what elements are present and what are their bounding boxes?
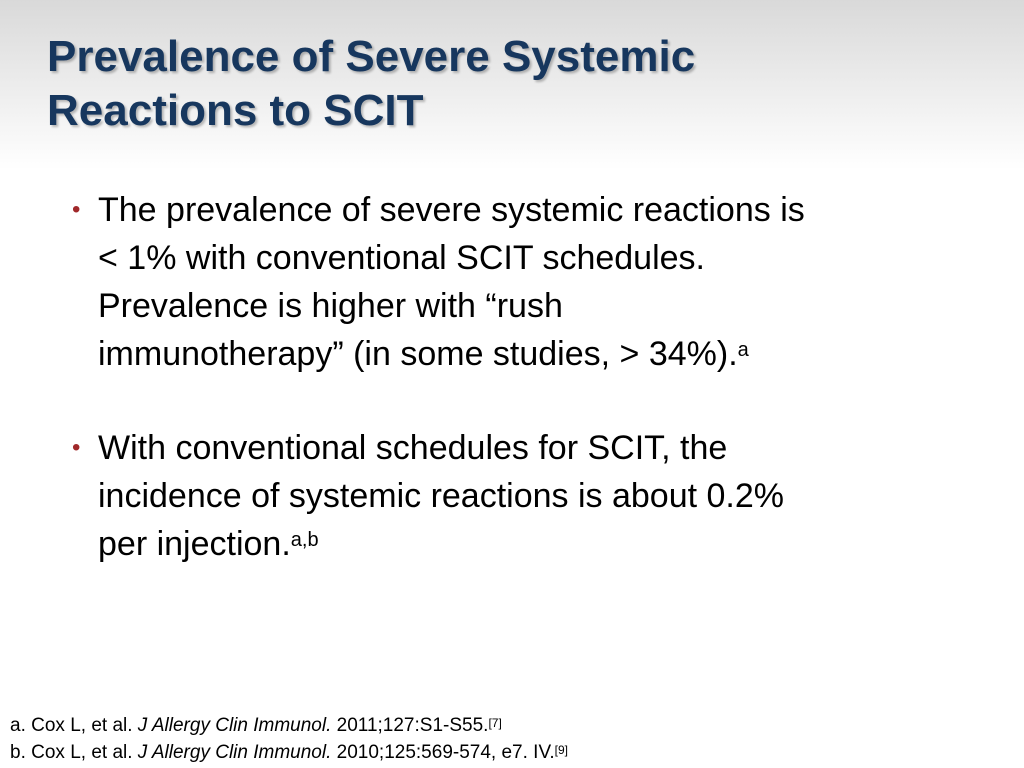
references: a. Cox L, et al. J Allergy Clin Immunol.… xyxy=(10,712,568,766)
bullet-line: The prevalence of severe systemic reacti… xyxy=(98,191,805,229)
bullet-line: With conventional schedules for SCIT, th… xyxy=(98,429,728,467)
ref-sup: [7] xyxy=(488,716,502,730)
ref-sup: [9] xyxy=(554,743,568,757)
bullet-text: With conventional schedules for SCIT, th… xyxy=(98,424,784,568)
bullet-line: per injection.a,b xyxy=(98,520,784,568)
ref-prefix: b. Cox L, et al. xyxy=(10,742,133,763)
title-line: Reactions to SCIT xyxy=(47,86,424,135)
slide-title: Prevalence of Severe Systemic Reactions … xyxy=(47,30,695,138)
bullet-dot: • xyxy=(72,196,81,223)
bullet-line: < 1% with conventional SCIT schedules. xyxy=(98,239,705,277)
bullet-dot: • xyxy=(72,434,81,461)
title-line: Prevalence of Severe Systemic xyxy=(47,32,696,81)
line-text: immunotherapy” (in some studies, > 34%). xyxy=(98,335,738,373)
line-text: per injection. xyxy=(98,525,291,563)
reference: a. Cox L, et al. J Allergy Clin Immunol.… xyxy=(10,712,568,739)
bullet-text: The prevalence of severe systemic reacti… xyxy=(98,186,805,378)
ref-prefix: a. Cox L, et al. xyxy=(10,715,133,736)
ref-citation: 2011;127:S1-S55. xyxy=(336,715,489,736)
ref-citation: 2010;125:569-574, e7. IV. xyxy=(336,742,555,763)
bullet-line: incidence of systemic reactions is about… xyxy=(98,477,785,515)
bullet: • With conventional schedules for SCIT, … xyxy=(72,424,784,568)
superscript: a xyxy=(737,339,749,361)
bullet-line: Prevalence is higher with “rush xyxy=(98,287,563,325)
superscript: a,b xyxy=(290,529,319,551)
reference: b. Cox L, et al. J Allergy Clin Immunol.… xyxy=(10,739,568,766)
ref-journal: J Allergy Clin Immunol. xyxy=(137,715,332,736)
bullet: • The prevalence of severe systemic reac… xyxy=(72,186,805,378)
ref-journal: J Allergy Clin Immunol. xyxy=(137,742,332,763)
bullet-line: immunotherapy” (in some studies, > 34%).… xyxy=(98,330,805,378)
